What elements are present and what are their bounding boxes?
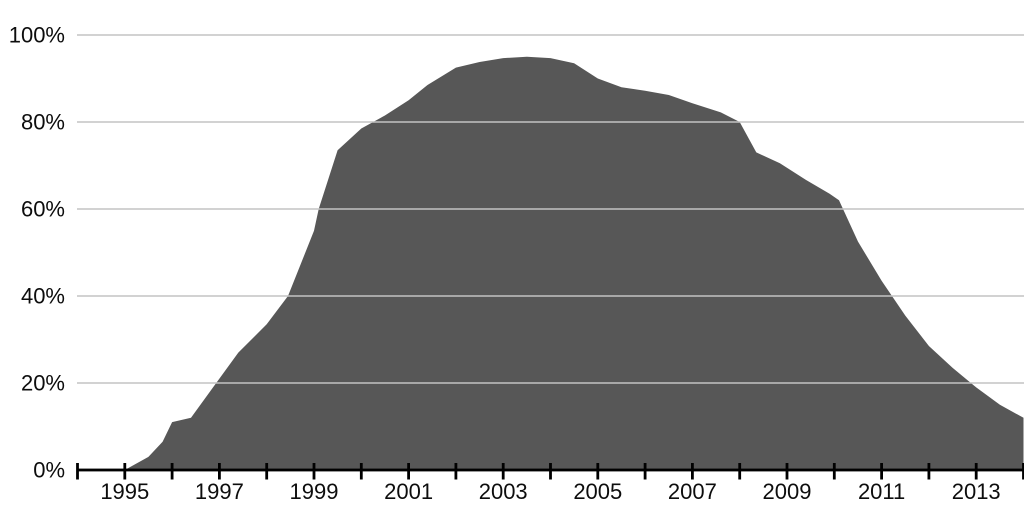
x-axis-label: 2003 [479, 479, 528, 504]
x-axis-tick [832, 463, 836, 480]
x-axis-tick [76, 463, 79, 480]
x-axis-tick [738, 463, 742, 480]
x-axis-tick [501, 463, 505, 480]
x-axis-tick [218, 463, 221, 480]
x-axis-tick [596, 463, 600, 480]
x-axis-tick [549, 463, 552, 480]
y-axis-label: 80% [21, 110, 65, 135]
x-axis-tick [691, 463, 694, 480]
x-axis-tick [785, 463, 789, 480]
x-axis-label: 1999 [290, 479, 339, 504]
x-axis-label: 2013 [952, 479, 1001, 504]
x-axis-tick [927, 463, 931, 480]
x-axis-label: 2009 [763, 479, 812, 504]
y-axis-label: 0% [33, 458, 65, 483]
x-axis-label: 1997 [195, 479, 244, 504]
x-axis-label: 2001 [384, 479, 433, 504]
x-axis-tick [170, 463, 174, 480]
y-axis-label: 100% [9, 23, 65, 48]
x-axis-label: 2005 [573, 479, 622, 504]
y-axis-label: 40% [21, 284, 65, 309]
x-axis-label: 2011 [858, 479, 905, 504]
x-axis-tick [359, 463, 363, 480]
x-axis-tick [880, 463, 883, 480]
x-axis-tick [1022, 463, 1024, 480]
x-axis-tick [312, 463, 316, 480]
y-axis-label: 60% [21, 197, 65, 222]
x-axis-tick [123, 463, 127, 480]
x-axis-tick [407, 463, 410, 480]
x-axis-tick [454, 463, 458, 480]
x-axis-tick [643, 463, 647, 480]
x-axis-tick [974, 463, 978, 480]
y-axis-label: 20% [21, 371, 65, 396]
x-axis-label: 1995 [100, 479, 149, 504]
area-series [77, 56, 1024, 471]
x-axis-tick [265, 463, 269, 480]
x-axis-label: 2007 [668, 479, 717, 504]
